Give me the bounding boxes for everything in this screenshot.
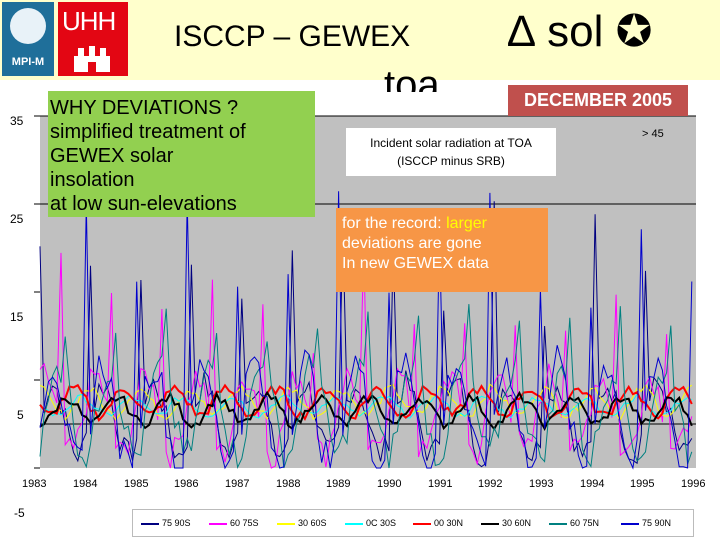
why-deviations-box	[48, 91, 315, 217]
x-tick-label: 1988	[276, 478, 301, 490]
why-line-2: simplified treatment of	[50, 121, 246, 143]
chart-title: Incident solar radiation at TOA	[370, 136, 532, 150]
castle-icon	[74, 46, 110, 72]
clip-annotation: > 45	[642, 128, 664, 140]
series-line-30-60s	[39, 383, 693, 421]
legend-item: 30 60S	[277, 518, 327, 528]
x-tick-label: 1983	[22, 478, 47, 490]
x-tick-label: 1991	[428, 478, 453, 490]
legend-swatch	[621, 522, 639, 525]
y-tick-label: 35	[10, 114, 24, 128]
x-tick-label: 1987	[225, 478, 250, 490]
legend-label: 30 60N	[502, 518, 532, 528]
x-tick-label: 1994	[580, 478, 605, 490]
uhh-wordmark: UHH	[62, 6, 116, 36]
record-highlight: larger	[446, 215, 487, 232]
y-tick-label: 15	[10, 310, 24, 324]
record-prefix: for the record:	[342, 215, 442, 232]
why-deviations-text: WHY DEVIATIONS ? simplified treatment of…	[50, 96, 246, 216]
x-tick-label: 1993	[529, 478, 554, 490]
x-tick-label: 1986	[174, 478, 199, 490]
record-text: for the record: larger deviations are go…	[342, 214, 489, 274]
date-badge: DECEMBER 2005	[508, 85, 688, 116]
legend-item: 30 60N	[481, 518, 531, 528]
x-tick-label: 1990	[377, 478, 402, 490]
uhh-logo: UHH	[58, 2, 128, 76]
chart-subtitle: (ISCCP minus SRB)	[397, 154, 505, 168]
legend-swatch	[481, 522, 499, 525]
record-line-3: In new GEWEX data	[342, 255, 489, 272]
legend-swatch	[141, 522, 159, 525]
x-tick-label: 1989	[326, 478, 351, 490]
x-tick-label: 1996	[681, 478, 706, 490]
legend-item: 0C 30S	[345, 518, 396, 528]
mpi-label: MPI-M	[11, 56, 45, 68]
series-line-0c-30s	[39, 393, 693, 419]
legend-label: 00 30N	[434, 518, 464, 528]
chart-legend: 75 90S 60 75S 30 60S 0C 30S 00 30N 30 60…	[132, 509, 694, 537]
legend-label: 75 90N	[642, 518, 672, 528]
record-line-2: deviations are gone	[342, 235, 482, 252]
legend-item: 00 30N	[413, 518, 463, 528]
legend-swatch	[549, 522, 567, 525]
legend-label: 75 90S	[162, 518, 191, 528]
legend-label: 60 75S	[230, 518, 259, 528]
delta-sol-heading: ∆ sol ✪	[508, 7, 653, 56]
page-title: ISCCP – GEWEX	[174, 20, 411, 53]
chart-title-inset: Incident solar radiation at TOA (ISCCP m…	[346, 128, 556, 176]
legend-swatch	[277, 522, 295, 525]
legend-swatch	[345, 522, 363, 525]
legend-item: 75 90N	[621, 518, 671, 528]
why-line-1: WHY DEVIATIONS ?	[50, 97, 239, 119]
legend-item: 75 90S	[141, 518, 191, 528]
x-tick-label: 1992	[478, 478, 503, 490]
globe-icon	[10, 8, 46, 44]
toa-heading: toa	[384, 63, 440, 92]
series-line-75-90n	[39, 191, 693, 470]
legend-item: 60 75S	[209, 518, 259, 528]
legend-item: 60 75N	[549, 518, 599, 528]
legend-swatch	[413, 522, 431, 525]
x-tick-label: 1985	[124, 478, 149, 490]
y-tick-label: -5	[14, 506, 25, 520]
x-tick-label: 1984	[73, 478, 98, 490]
why-line-5: at low sun-elevations	[50, 193, 237, 215]
record-box	[336, 208, 548, 292]
y-tick-label: 25	[10, 212, 24, 226]
legend-label: 30 60S	[298, 518, 327, 528]
why-line-4: insolation	[50, 169, 135, 191]
mpi-logo: MPI-M	[2, 2, 54, 76]
record-line-1: for the record: larger	[342, 214, 489, 234]
series-line-75-90s	[39, 201, 693, 468]
legend-label: 0C 30S	[366, 518, 397, 528]
x-tick-label: 1995	[630, 478, 655, 490]
series-line-60-75n	[39, 304, 693, 469]
y-tick-label: 5	[17, 408, 24, 422]
why-line-3: GEWEX solar	[50, 145, 174, 167]
legend-swatch	[209, 522, 227, 525]
legend-label: 60 75N	[570, 518, 600, 528]
